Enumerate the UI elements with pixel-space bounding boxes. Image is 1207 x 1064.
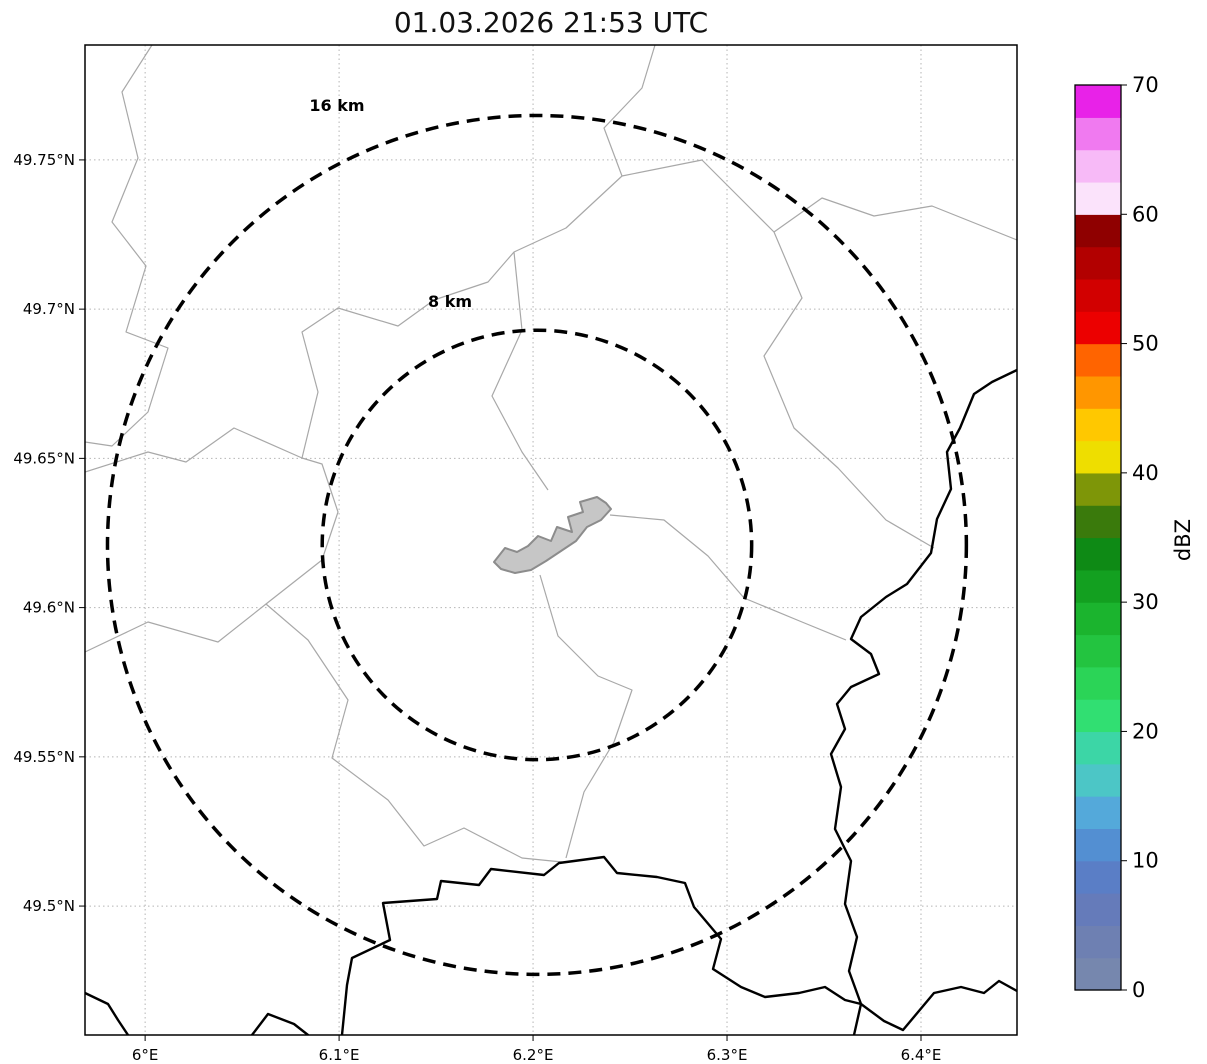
y-axis-tick-label: 49.6°N — [23, 599, 75, 617]
colorbar-segment — [1075, 957, 1121, 991]
x-axis-tick-label: 6.3°E — [707, 1046, 748, 1064]
admin-boundary-line — [85, 603, 563, 863]
range-ring-8km — [320, 328, 754, 762]
colorbar-axis-label: dBZ — [1171, 518, 1195, 562]
x-axis-tick-label: 6.1°E — [319, 1046, 360, 1064]
colorbar-tick-label: 0 — [1132, 978, 1145, 1002]
colorbar-segment — [1075, 149, 1121, 183]
country-border-line — [829, 368, 1017, 1035]
y-axis-tick-label: 49.65°N — [13, 449, 75, 467]
x-axis-tick-label: 6.2°E — [513, 1046, 554, 1064]
colorbar-segment — [1075, 537, 1121, 571]
colorbar-segment — [1075, 311, 1121, 345]
figure-title: 01.03.2026 21:53 UTC — [393, 6, 709, 39]
admin-boundary-line — [265, 457, 339, 605]
colorbar-tick-label: 60 — [1132, 202, 1159, 226]
colorbar-segment — [1075, 828, 1121, 862]
country-border-line — [859, 979, 1017, 1032]
y-axis-tick-label: 49.75°N — [13, 151, 75, 169]
colorbar-segment — [1075, 796, 1121, 829]
city-area-polygon — [493, 496, 612, 574]
x-axis-tick-label: 6°E — [132, 1046, 159, 1064]
colorbar-tick-label: 70 — [1132, 73, 1159, 97]
colorbar-segment — [1075, 731, 1121, 765]
country-border-line — [340, 855, 863, 1035]
colorbar-segment — [1075, 763, 1121, 797]
y-axis-tick-label: 49.5°N — [23, 897, 75, 915]
colorbar-segment — [1075, 602, 1121, 636]
colorbar-segment — [1075, 408, 1121, 442]
admin-boundary-line — [539, 574, 633, 859]
colorbar-segment — [1075, 375, 1121, 409]
colorbar-segment — [1075, 925, 1121, 959]
colorbar-tick-label: 10 — [1132, 849, 1159, 873]
country-border-line — [250, 1012, 310, 1035]
colorbar-segment — [1075, 699, 1121, 733]
country-border-line — [85, 991, 130, 1035]
range-ring-16km — [105, 113, 969, 977]
colorbar-segment — [1075, 181, 1121, 215]
colorbar-tick-label: 20 — [1132, 719, 1159, 743]
admin-boundary-line — [609, 514, 847, 641]
x-axis-tick-label: 6.4°E — [901, 1046, 942, 1064]
colorbar-segment — [1075, 278, 1121, 312]
colorbar-tick-label: 50 — [1132, 332, 1159, 356]
colorbar-segment — [1075, 440, 1121, 474]
admin-boundary-line — [491, 251, 549, 491]
admin-boundary-line — [85, 45, 169, 447]
colorbar-tick-label: 30 — [1132, 590, 1159, 614]
y-axis-tick-label: 49.7°N — [23, 300, 75, 318]
range-ring-label-16km: 16 km — [309, 96, 364, 115]
range-ring-label-8km: 8 km — [428, 292, 472, 311]
colorbar-segment — [1075, 246, 1121, 280]
colorbar-segment — [1075, 569, 1121, 603]
colorbar-segment — [1075, 505, 1121, 539]
admin-boundary-line — [763, 231, 935, 549]
colorbar-segment — [1075, 634, 1121, 668]
colorbar-segment — [1075, 472, 1121, 506]
plot-frame — [84, 44, 1018, 1036]
colorbar-frame — [1074, 84, 1122, 991]
y-axis-tick-label: 49.55°N — [13, 748, 75, 766]
colorbar-segment — [1075, 666, 1121, 700]
admin-boundary-line — [85, 45, 656, 473]
colorbar-segment — [1075, 343, 1121, 377]
colorbar-segment — [1075, 860, 1121, 894]
colorbar-segment — [1075, 214, 1121, 248]
colorbar-segment — [1075, 117, 1121, 151]
admin-boundary-line — [621, 159, 1017, 241]
colorbar-tick-label: 40 — [1132, 461, 1159, 485]
colorbar-segment — [1075, 893, 1121, 926]
colorbar-segment — [1075, 85, 1121, 118]
